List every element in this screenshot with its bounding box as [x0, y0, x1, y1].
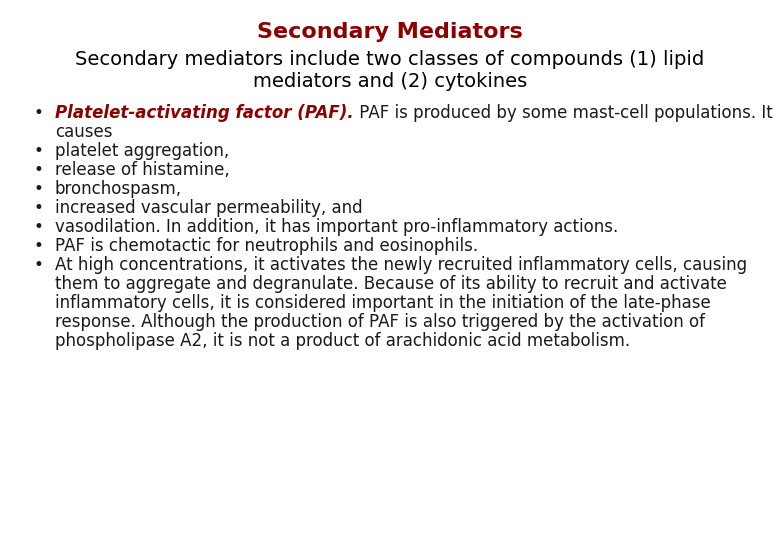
- Text: •: •: [33, 104, 43, 122]
- Text: •: •: [33, 142, 43, 160]
- Text: Secondary mediators include two classes of compounds (1) lipid: Secondary mediators include two classes …: [76, 50, 704, 69]
- Text: Platelet-activating factor (PAF).: Platelet-activating factor (PAF).: [55, 104, 354, 122]
- Text: At high concentrations, it activates the newly recruited inflammatory cells, cau: At high concentrations, it activates the…: [55, 256, 747, 274]
- Text: •: •: [33, 218, 43, 236]
- Text: inflammatory cells, it is considered important in the initiation of the late-pha: inflammatory cells, it is considered imp…: [55, 294, 711, 312]
- Text: bronchospasm,: bronchospasm,: [55, 180, 182, 198]
- Text: •: •: [33, 256, 43, 274]
- Text: response. Although the production of PAF is also triggered by the activation of: response. Although the production of PAF…: [55, 313, 705, 331]
- Text: •: •: [33, 237, 43, 255]
- Text: phospholipase A2, it is not a product of arachidonic acid metabolism.: phospholipase A2, it is not a product of…: [55, 332, 630, 350]
- Text: •: •: [33, 161, 43, 179]
- Text: •: •: [33, 199, 43, 217]
- Text: PAF is produced by some mast-cell populations. It: PAF is produced by some mast-cell popula…: [354, 104, 772, 122]
- Text: Secondary Mediators: Secondary Mediators: [257, 22, 523, 42]
- Text: them to aggregate and degranulate. Because of its ability to recruit and activat: them to aggregate and degranulate. Becau…: [55, 275, 727, 293]
- Text: platelet aggregation,: platelet aggregation,: [55, 142, 229, 160]
- Text: vasodilation. In addition, it has important pro-inflammatory actions.: vasodilation. In addition, it has import…: [55, 218, 619, 236]
- Text: mediators and (2) cytokines: mediators and (2) cytokines: [253, 72, 527, 91]
- Text: PAF is chemotactic for neutrophils and eosinophils.: PAF is chemotactic for neutrophils and e…: [55, 237, 478, 255]
- Text: •: •: [33, 180, 43, 198]
- Text: increased vascular permeability, and: increased vascular permeability, and: [55, 199, 363, 217]
- Text: release of histamine,: release of histamine,: [55, 161, 230, 179]
- Text: causes: causes: [55, 123, 112, 141]
